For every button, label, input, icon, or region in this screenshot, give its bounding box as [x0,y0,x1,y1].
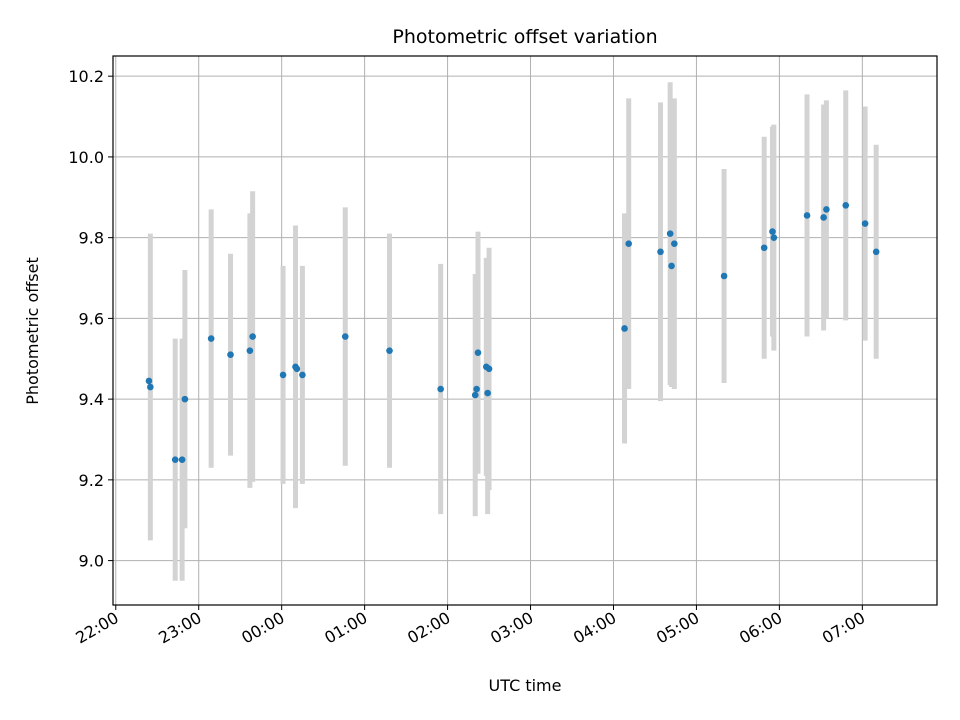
data-point [171,456,179,463]
plot-frame [112,55,938,606]
data-point [178,456,186,463]
data-point [625,240,632,248]
data-point [720,272,728,280]
data-point [207,335,215,342]
y-tick-label: 9.2 [79,471,104,490]
data-point [861,220,869,227]
data-point [769,228,776,235]
data-point [803,212,811,219]
y-tick-label: 9.8 [79,229,104,248]
data-point [279,371,287,379]
data-point [657,248,664,256]
data-point [181,395,189,403]
y-tick-label: 10.2 [68,67,104,86]
data-point [760,244,768,252]
y-tick-label: 10.0 [68,148,104,167]
grid [113,56,937,605]
data-point [666,230,674,237]
data-point [474,349,482,357]
data-point [437,385,444,393]
y-tick-label: 9.6 [79,309,104,328]
data-point [872,248,880,256]
y-tick-label: 9.0 [79,552,104,571]
data-point [473,385,480,393]
data-point [145,377,153,385]
data-point [249,333,256,340]
data-point [299,371,306,379]
data-point [770,234,778,241]
data-point [671,240,678,248]
data-point [485,365,493,373]
data-point [471,391,479,399]
data-point [227,351,234,359]
data-point [386,347,393,354]
data-point [246,347,254,354]
data-point [820,214,827,221]
data-point [147,383,154,391]
data-point [293,365,301,373]
y-axis: 9.0 9.2 9.4 9.6 9.8 10.0 10.2 [68,67,113,571]
data-point [823,206,830,213]
y-tick-label: 9.4 [79,390,104,409]
data-point [341,333,349,340]
data-point [842,202,850,209]
data-point [621,325,628,332]
chart-title: Photometric offset variation [392,26,657,48]
data-points [145,202,880,463]
y-axis-label: Photometric offset [23,257,42,405]
data-point [668,262,675,270]
x-axis-label: UTC time [489,676,562,695]
data-point [484,389,491,397]
